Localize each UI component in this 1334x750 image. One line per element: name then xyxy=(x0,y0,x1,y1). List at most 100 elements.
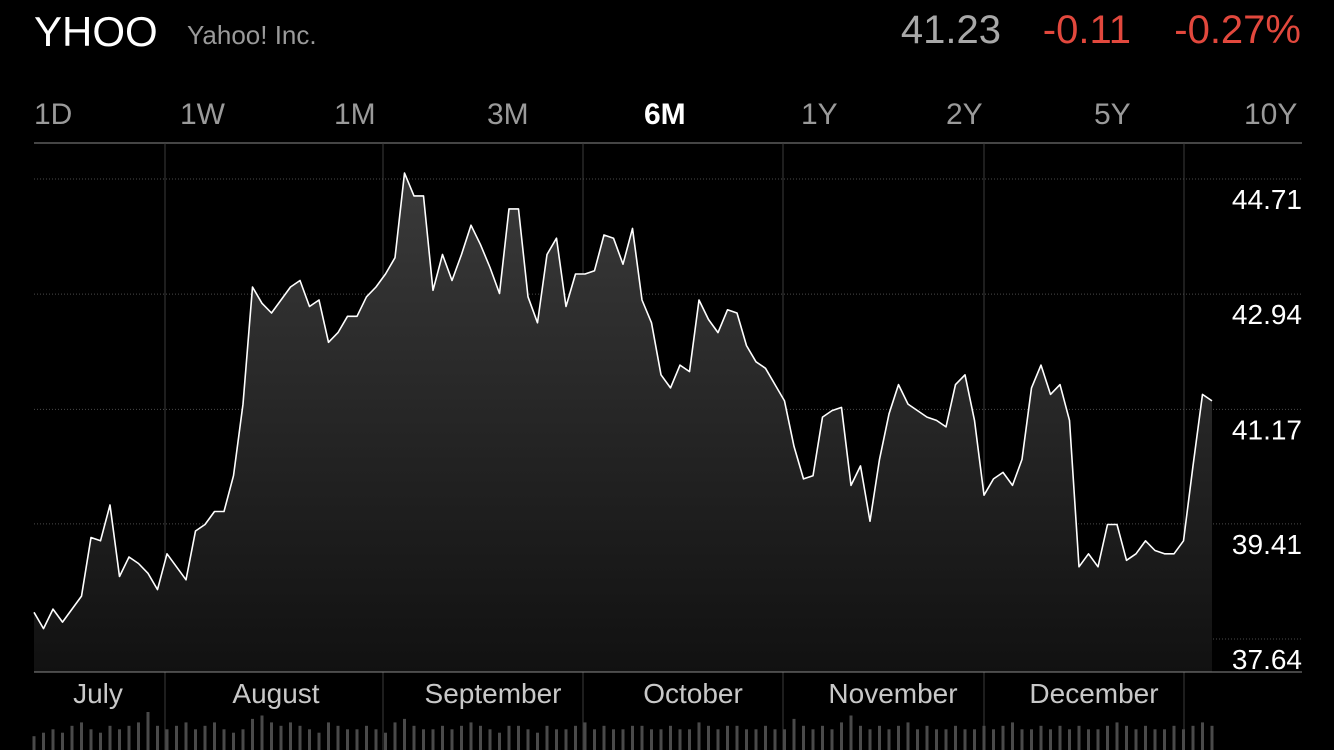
volume-bar xyxy=(811,729,815,750)
volume-bar xyxy=(479,725,482,750)
volume-bar xyxy=(764,725,767,750)
volume-bar xyxy=(678,729,682,750)
volume-bar xyxy=(593,729,596,750)
volume-bar xyxy=(726,725,729,750)
volume-bar xyxy=(707,725,710,750)
price-change-percent[interactable]: -0.27% xyxy=(1174,8,1301,52)
volume-bar xyxy=(289,722,292,750)
month-label: August xyxy=(232,678,319,709)
volume-bar xyxy=(1153,729,1157,750)
month-label: November xyxy=(828,678,957,709)
y-tick-label: 37.64 xyxy=(1232,644,1302,675)
volume-bar xyxy=(403,718,406,750)
volume-bar xyxy=(384,732,387,750)
volume-bar xyxy=(1058,725,1062,750)
y-tick-label: 42.94 xyxy=(1232,299,1302,330)
volume-bar xyxy=(355,729,359,750)
volume-bar xyxy=(222,729,226,750)
volume-bar xyxy=(488,729,492,750)
range-selector: 1D 1W 1M 3M 6M 1Y 2Y 5Y 10Y xyxy=(0,98,1334,142)
volume-bar xyxy=(878,725,881,750)
price-area xyxy=(34,173,1212,672)
volume-bar xyxy=(1201,722,1204,750)
volume-bar xyxy=(450,729,454,750)
volume-bar xyxy=(279,725,283,750)
volume-bar xyxy=(536,732,539,750)
range-tab-1m[interactable]: 1M xyxy=(334,98,376,131)
range-tab-10y[interactable]: 10Y xyxy=(1244,98,1298,131)
volume-bar xyxy=(431,729,435,750)
volume-bar xyxy=(42,732,45,750)
range-tab-1d[interactable]: 1D xyxy=(34,98,73,131)
volume-bar xyxy=(89,729,93,750)
volume-bar xyxy=(1125,725,1128,750)
volume-bar xyxy=(830,729,834,750)
volume-bar xyxy=(612,729,615,750)
volume-bar xyxy=(716,729,720,750)
volume-bar xyxy=(1106,725,1109,750)
volume-bar xyxy=(336,725,340,750)
volume-bar xyxy=(944,729,948,750)
range-tab-1y[interactable]: 1Y xyxy=(801,98,838,131)
range-tab-2y[interactable]: 2Y xyxy=(946,98,983,131)
volume-bar xyxy=(583,722,587,750)
price-change[interactable]: -0.11 xyxy=(1042,8,1131,52)
volume-bar xyxy=(232,732,235,750)
volume-bar xyxy=(1001,725,1005,750)
last-price: 41.23 xyxy=(900,8,1001,52)
volume-bar xyxy=(298,725,302,750)
volume-bar xyxy=(156,725,159,750)
volume-bar xyxy=(545,725,549,750)
range-tab-1w[interactable]: 1W xyxy=(180,98,225,131)
volume-bar xyxy=(555,729,558,750)
volume-bar xyxy=(203,725,207,750)
volume-bar xyxy=(982,725,986,750)
volume-bar xyxy=(308,729,311,750)
range-tab-6m[interactable]: 6M xyxy=(644,98,686,131)
volume-bar xyxy=(127,725,131,750)
volume-bar xyxy=(146,712,150,750)
volume-bar xyxy=(184,722,188,750)
month-label: October xyxy=(643,678,743,709)
volume-bar xyxy=(393,722,397,750)
volume-bar xyxy=(194,729,197,750)
y-tick-label: 41.17 xyxy=(1232,414,1302,445)
volume-bar xyxy=(1068,729,1071,750)
volume-bar xyxy=(640,725,644,750)
volume-bar xyxy=(1049,729,1052,750)
volume-bar xyxy=(1039,725,1043,750)
volume-bar xyxy=(887,729,891,750)
volume-bar xyxy=(70,725,74,750)
volume-bar xyxy=(165,729,169,750)
volume-bar xyxy=(108,725,112,750)
volume-bar xyxy=(469,722,473,750)
volume-bar xyxy=(1163,729,1166,750)
volume-bar xyxy=(1096,729,1100,750)
volume-bar xyxy=(906,722,910,750)
volume-bar xyxy=(621,729,625,750)
volume-bar xyxy=(840,722,843,750)
volume-bar xyxy=(1077,725,1081,750)
volume-bar xyxy=(1087,729,1090,750)
volume-bar xyxy=(688,729,691,750)
volume-bar xyxy=(1030,729,1033,750)
volume-bar xyxy=(517,725,520,750)
volume-bar xyxy=(773,729,777,750)
volume-bar xyxy=(992,729,995,750)
volume-bar xyxy=(317,732,321,750)
volume-bar xyxy=(412,725,416,750)
price-line[interactable] xyxy=(33,172,1213,630)
volume-bar xyxy=(175,725,178,750)
volume-bar xyxy=(374,729,378,750)
volume-bar xyxy=(821,725,824,750)
volume-bar xyxy=(1182,729,1185,750)
volume-bar xyxy=(80,722,83,750)
volume-bar xyxy=(270,722,273,750)
range-tab-3m[interactable]: 3M xyxy=(487,98,529,131)
volume-bar xyxy=(241,729,245,750)
volume-bar xyxy=(118,729,121,750)
volume-bar xyxy=(1144,725,1147,750)
range-tab-5y[interactable]: 5Y xyxy=(1094,98,1131,131)
volume-bar xyxy=(954,725,957,750)
